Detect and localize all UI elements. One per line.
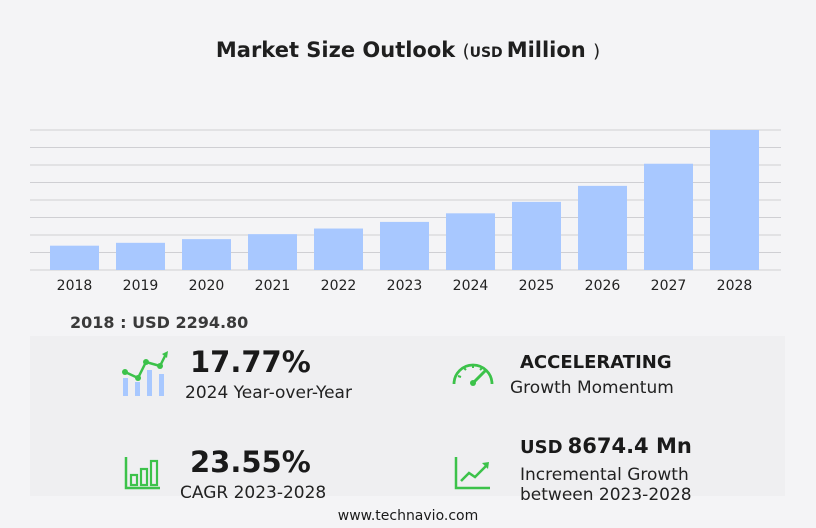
kpi-incremental: USD 8674.4 Mn [520,434,692,458]
x-tick-label: 2018 [57,278,93,294]
x-tick-label: 2026 [585,278,621,294]
kpi-yoy: 17.77% [190,345,311,379]
title-unit-currency: USD [469,45,503,61]
chart-bars [50,130,759,270]
kpi-cagr-label-wrap: CAGR 2023-2028 [180,483,326,503]
bar-chart-icon [124,457,160,490]
bar-2024 [446,213,495,270]
chart-title: Market Size Outlook (USD Million ) [0,38,816,62]
bar-2022 [314,228,363,270]
bar-2023 [380,221,429,270]
bar-2020 [182,239,231,270]
title-unit-scale: Million [506,38,586,62]
x-tick-label: 2019 [123,278,159,294]
bar-chart: 2018 2019 2020 2021 2022 2023 2024 2025 2026 2027… [30,129,781,294]
x-tick-label: 2028 [717,278,753,294]
source-footer: www.technavio.com [337,508,479,524]
kpi-incremental-label-line2: between 2023-2028 [520,485,692,505]
x-tick-label: 2024 [453,278,489,294]
kpi-yoy-label: 2024 Year-over-Year [185,383,352,403]
title-main: Market Size Outlook [215,38,456,62]
kpi-yoy-label-wrap: 2024 Year-over-Year [185,383,352,403]
title-unit-close: ) [593,41,601,62]
chart-x-tick-labels: 2018 2019 2020 2021 2022 2023 2024 2025 2026 2027… [57,278,753,294]
kpi-yoy-value: 17.77% [190,345,311,379]
base-year-value: 2018 : USD 2294.80 [70,313,249,332]
kpi-momentum-label-wrap: Growth Momentum [510,378,674,398]
kpi-momentum: ACCELERATING [520,352,672,373]
kpi-panel [30,336,785,496]
trend-up-icon [454,457,490,490]
kpi-cagr: 23.55% [190,445,311,479]
x-tick-label: 2021 [255,278,291,294]
kpi-momentum-label: Growth Momentum [510,378,674,398]
x-tick-label: 2025 [519,278,555,294]
bar-2019 [116,242,165,270]
kpi-incremental-label-line1: Incremental Growth [520,465,689,485]
bar-line-growth-icon [122,351,168,396]
x-tick-label: 2022 [321,278,357,294]
kpi-cagr-label: CAGR 2023-2028 [180,483,327,503]
kpi-incremental-label-wrap: Incremental Growth between 2023-2028 [520,465,692,505]
bar-2028 [710,130,759,270]
x-tick-label: 2023 [387,278,423,294]
bar-2021 [248,234,297,270]
kpi-cagr-value: 23.55% [190,445,311,479]
bar-2027 [644,163,693,270]
kpi-momentum-value: ACCELERATING [520,352,672,373]
bar-2018 [50,245,99,270]
x-tick-label: 2020 [189,278,225,294]
kpi-incremental-value: 8674.4 Mn [567,434,692,458]
title-unit-open: ( [462,41,470,62]
kpi-incremental-currency: USD [520,437,563,458]
bar-2026 [578,185,627,270]
bar-2025 [512,201,561,270]
x-tick-label: 2027 [651,278,687,294]
speedometer-icon [452,363,494,386]
